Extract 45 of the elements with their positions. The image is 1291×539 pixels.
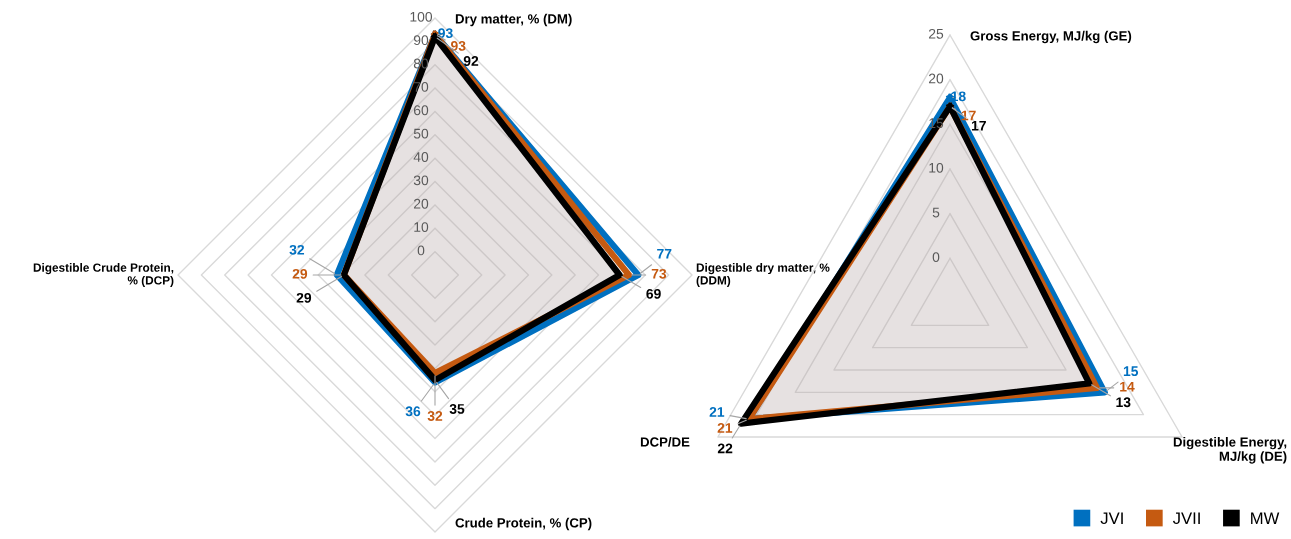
spoke-label: DCP/DE <box>640 437 690 447</box>
data-label: 14 <box>1120 381 1135 392</box>
legend-label: JVI <box>1100 512 1123 525</box>
spoke-label: Digestible Energy, MJ/kg (DE) <box>1173 437 1287 464</box>
y-tick-label: 0 <box>417 245 425 256</box>
data-label: 32 <box>427 411 443 421</box>
data-label: 17 <box>971 120 986 131</box>
data-label: 36 <box>405 406 421 417</box>
data-label: 77 <box>657 249 672 259</box>
data-label: 69 <box>646 288 661 299</box>
data-label: 35 <box>449 404 465 414</box>
spoke-label: Digestible dry matter, % (DDM) <box>696 263 830 287</box>
data-label: 13 <box>1116 397 1131 408</box>
data-label: 32 <box>289 244 305 255</box>
data-label: 29 <box>296 292 312 303</box>
data-label: 22 <box>717 443 733 454</box>
y-tick-label: 5 <box>932 207 940 218</box>
y-tick-label: 20 <box>413 198 429 209</box>
y-tick-label: 90 <box>413 35 429 46</box>
data-label: 92 <box>463 56 479 66</box>
legend-label: MW <box>1251 512 1280 524</box>
y-tick-label: 60 <box>413 105 429 116</box>
data-label: 29 <box>292 268 308 279</box>
y-tick-label: 40 <box>413 152 429 162</box>
y-tick-label: 100 <box>410 11 433 22</box>
data-label: 93 <box>451 41 466 51</box>
data-label: 17 <box>961 110 976 121</box>
data-label: 15 <box>1123 366 1139 377</box>
y-tick-label: 0 <box>932 252 940 263</box>
y-tick-label: 10 <box>414 222 429 232</box>
data-label: 21 <box>717 423 733 433</box>
y-tick-label: 20 <box>928 73 944 84</box>
y-tick-label: 30 <box>413 175 429 186</box>
y-tick-label: 25 <box>928 28 944 39</box>
spoke-label: Gross Energy, MJ/kg (GE) <box>970 30 1132 44</box>
y-tick-label: 50 <box>413 128 429 139</box>
data-label: 93 <box>438 28 453 39</box>
spoke-label: Dry matter, % (DM) <box>455 13 572 27</box>
y-tick-label: 10 <box>929 162 944 173</box>
y-tick-label: 80 <box>413 58 429 69</box>
spoke-label: Digestible Crude Protein, % (DCP) <box>33 263 174 287</box>
legend-label: JVII <box>1172 512 1200 525</box>
spoke-label: Crude Protein, % (CP) <box>455 517 592 531</box>
data-label: 73 <box>651 268 667 279</box>
data-label: 21 <box>709 407 725 417</box>
